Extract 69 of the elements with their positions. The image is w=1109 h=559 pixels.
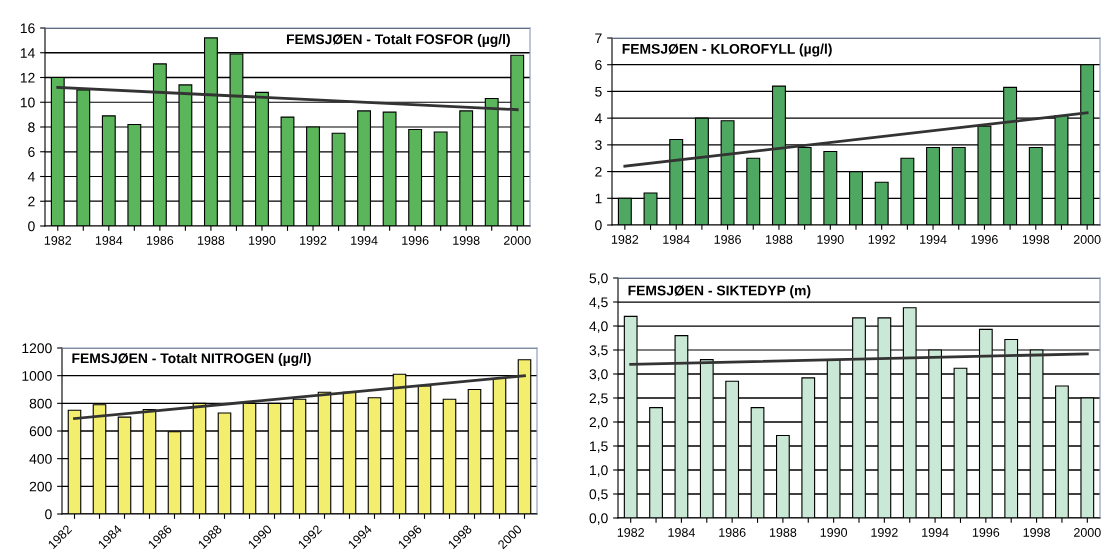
x-tick-label: 1986 bbox=[146, 236, 174, 245]
y-tick-label: 4,5 bbox=[589, 297, 608, 309]
x-tick-label: 1990 bbox=[817, 235, 844, 244]
x-tick-label: 1992 bbox=[868, 235, 895, 244]
x-tick-label: 1994 bbox=[922, 528, 949, 537]
x-tick-label: 1992 bbox=[300, 236, 327, 245]
x-tick-label: 1986 bbox=[719, 528, 746, 537]
x-tick-label: 1990 bbox=[249, 236, 276, 245]
chart-title: FEMSJØEN - KLOROFYLL (µg/l) bbox=[622, 43, 832, 57]
y-tick-label: 0,5 bbox=[589, 489, 608, 501]
x-tick-label: 2000 bbox=[1074, 528, 1101, 537]
y-tick-label: 2,0 bbox=[589, 417, 608, 429]
y-tick-label: 12 bbox=[20, 72, 35, 83]
y-tick-label: 1,0 bbox=[590, 465, 608, 477]
y-tick-label: 2,5 bbox=[589, 393, 608, 405]
x-tick-label: 1982 bbox=[611, 235, 639, 244]
x-tick-label: 1998 bbox=[1022, 235, 1050, 244]
chart-title: FEMSJØEN - Totalt NITROGEN (µg/l) bbox=[72, 352, 311, 366]
y-tick-label: 16 bbox=[20, 23, 35, 34]
y-tick-label: 4 bbox=[27, 171, 35, 182]
x-tick-label: 1982 bbox=[44, 236, 72, 245]
y-tick-label: 10 bbox=[20, 97, 35, 108]
y-tick-label: 2 bbox=[28, 196, 35, 207]
y-tick-label: 3,5 bbox=[589, 345, 608, 357]
x-tick-label: 1994 bbox=[351, 236, 378, 245]
x-tick-label: 2000 bbox=[1073, 235, 1101, 244]
x-tick-label: 1982 bbox=[617, 528, 644, 537]
chart-title: FEMSJØEN - Totalt FOSFOR (µg/l) bbox=[286, 33, 510, 47]
x-tick-label: 1996 bbox=[971, 235, 998, 244]
y-tick-label: 6 bbox=[28, 147, 35, 157]
y-tick-label: 1200 bbox=[22, 343, 52, 354]
y-tick-label: 0 bbox=[595, 220, 602, 231]
x-tick-label: 1984 bbox=[663, 235, 690, 244]
x-tick-label: 1984 bbox=[95, 236, 123, 245]
x-tick-label: 1998 bbox=[1023, 528, 1050, 537]
y-tick-label: 1,5 bbox=[590, 441, 608, 453]
y-tick-label: 0,0 bbox=[589, 513, 608, 525]
x-tick-label: 1996 bbox=[402, 236, 429, 245]
y-tick-label: 0 bbox=[45, 509, 52, 520]
x-tick-label: 1988 bbox=[766, 235, 793, 244]
y-tick-label: 7 bbox=[595, 33, 602, 44]
y-tick-label: 14 bbox=[20, 48, 35, 58]
y-tick-label: 800 bbox=[29, 398, 52, 409]
x-tick-label: 1996 bbox=[972, 528, 1000, 537]
x-tick-label: 1986 bbox=[714, 235, 741, 244]
y-tick-label: 4 bbox=[594, 113, 602, 124]
y-tick-label: 1 bbox=[595, 193, 602, 204]
y-tick-label: 3,0 bbox=[589, 369, 608, 381]
y-tick-label: 1000 bbox=[22, 371, 52, 381]
x-tick-label: 2000 bbox=[503, 236, 531, 245]
y-tick-label: 5 bbox=[595, 86, 602, 97]
y-tick-label: 2 bbox=[595, 166, 602, 177]
y-tick-label: 3 bbox=[595, 140, 602, 151]
y-tick-label: 0 bbox=[28, 221, 35, 232]
x-tick-label: 1998 bbox=[453, 236, 480, 245]
y-tick-label: 600 bbox=[29, 426, 52, 437]
y-tick-label: 8 bbox=[28, 122, 35, 133]
y-tick-label: 5,0 bbox=[589, 273, 608, 285]
x-tick-label: 1988 bbox=[769, 528, 797, 537]
y-tick-label: 4,0 bbox=[589, 321, 608, 333]
x-tick-label: 1994 bbox=[920, 235, 947, 244]
y-tick-label: 400 bbox=[29, 454, 52, 464]
y-tick-label: 6 bbox=[595, 60, 602, 70]
x-tick-label: 1990 bbox=[820, 528, 848, 537]
x-tick-label: 1984 bbox=[668, 528, 695, 537]
x-tick-label: 1992 bbox=[871, 528, 898, 537]
y-tick-label: 200 bbox=[29, 481, 52, 492]
chart-title: FEMSJØEN - SIKTEDYP (m) bbox=[628, 285, 811, 299]
x-tick-label: 1988 bbox=[197, 236, 225, 245]
